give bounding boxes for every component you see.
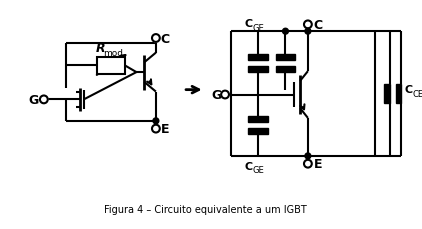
Circle shape	[153, 118, 159, 124]
Circle shape	[304, 21, 312, 29]
Text: C: C	[161, 32, 170, 45]
Text: C: C	[404, 84, 412, 94]
Text: CE: CE	[412, 90, 422, 99]
Bar	[249, 117, 268, 123]
Circle shape	[304, 160, 312, 168]
Circle shape	[221, 91, 229, 99]
Text: G: G	[29, 93, 39, 106]
Text: C: C	[245, 19, 253, 29]
Circle shape	[40, 96, 48, 104]
Text: E: E	[314, 158, 322, 170]
Circle shape	[152, 125, 160, 133]
Bar	[276, 55, 295, 61]
Text: GE: GE	[252, 24, 264, 33]
Circle shape	[305, 29, 311, 35]
Text: G: G	[211, 89, 221, 102]
Circle shape	[152, 35, 160, 43]
Bar	[395, 85, 401, 104]
Circle shape	[283, 29, 288, 35]
Text: E: E	[161, 123, 169, 136]
Bar	[249, 128, 268, 134]
Text: GE: GE	[252, 165, 264, 174]
Circle shape	[305, 153, 311, 159]
Bar	[384, 85, 390, 104]
Bar	[97, 58, 125, 74]
Text: Figura 4 – Circuito equivalente a um IGBT: Figura 4 – Circuito equivalente a um IGB…	[104, 204, 307, 214]
Bar	[249, 55, 268, 61]
Text: R: R	[95, 42, 105, 55]
Bar	[276, 66, 295, 72]
Text: mod: mod	[103, 49, 123, 58]
Text: C: C	[314, 19, 323, 32]
Bar	[249, 66, 268, 72]
Text: C: C	[245, 161, 253, 171]
